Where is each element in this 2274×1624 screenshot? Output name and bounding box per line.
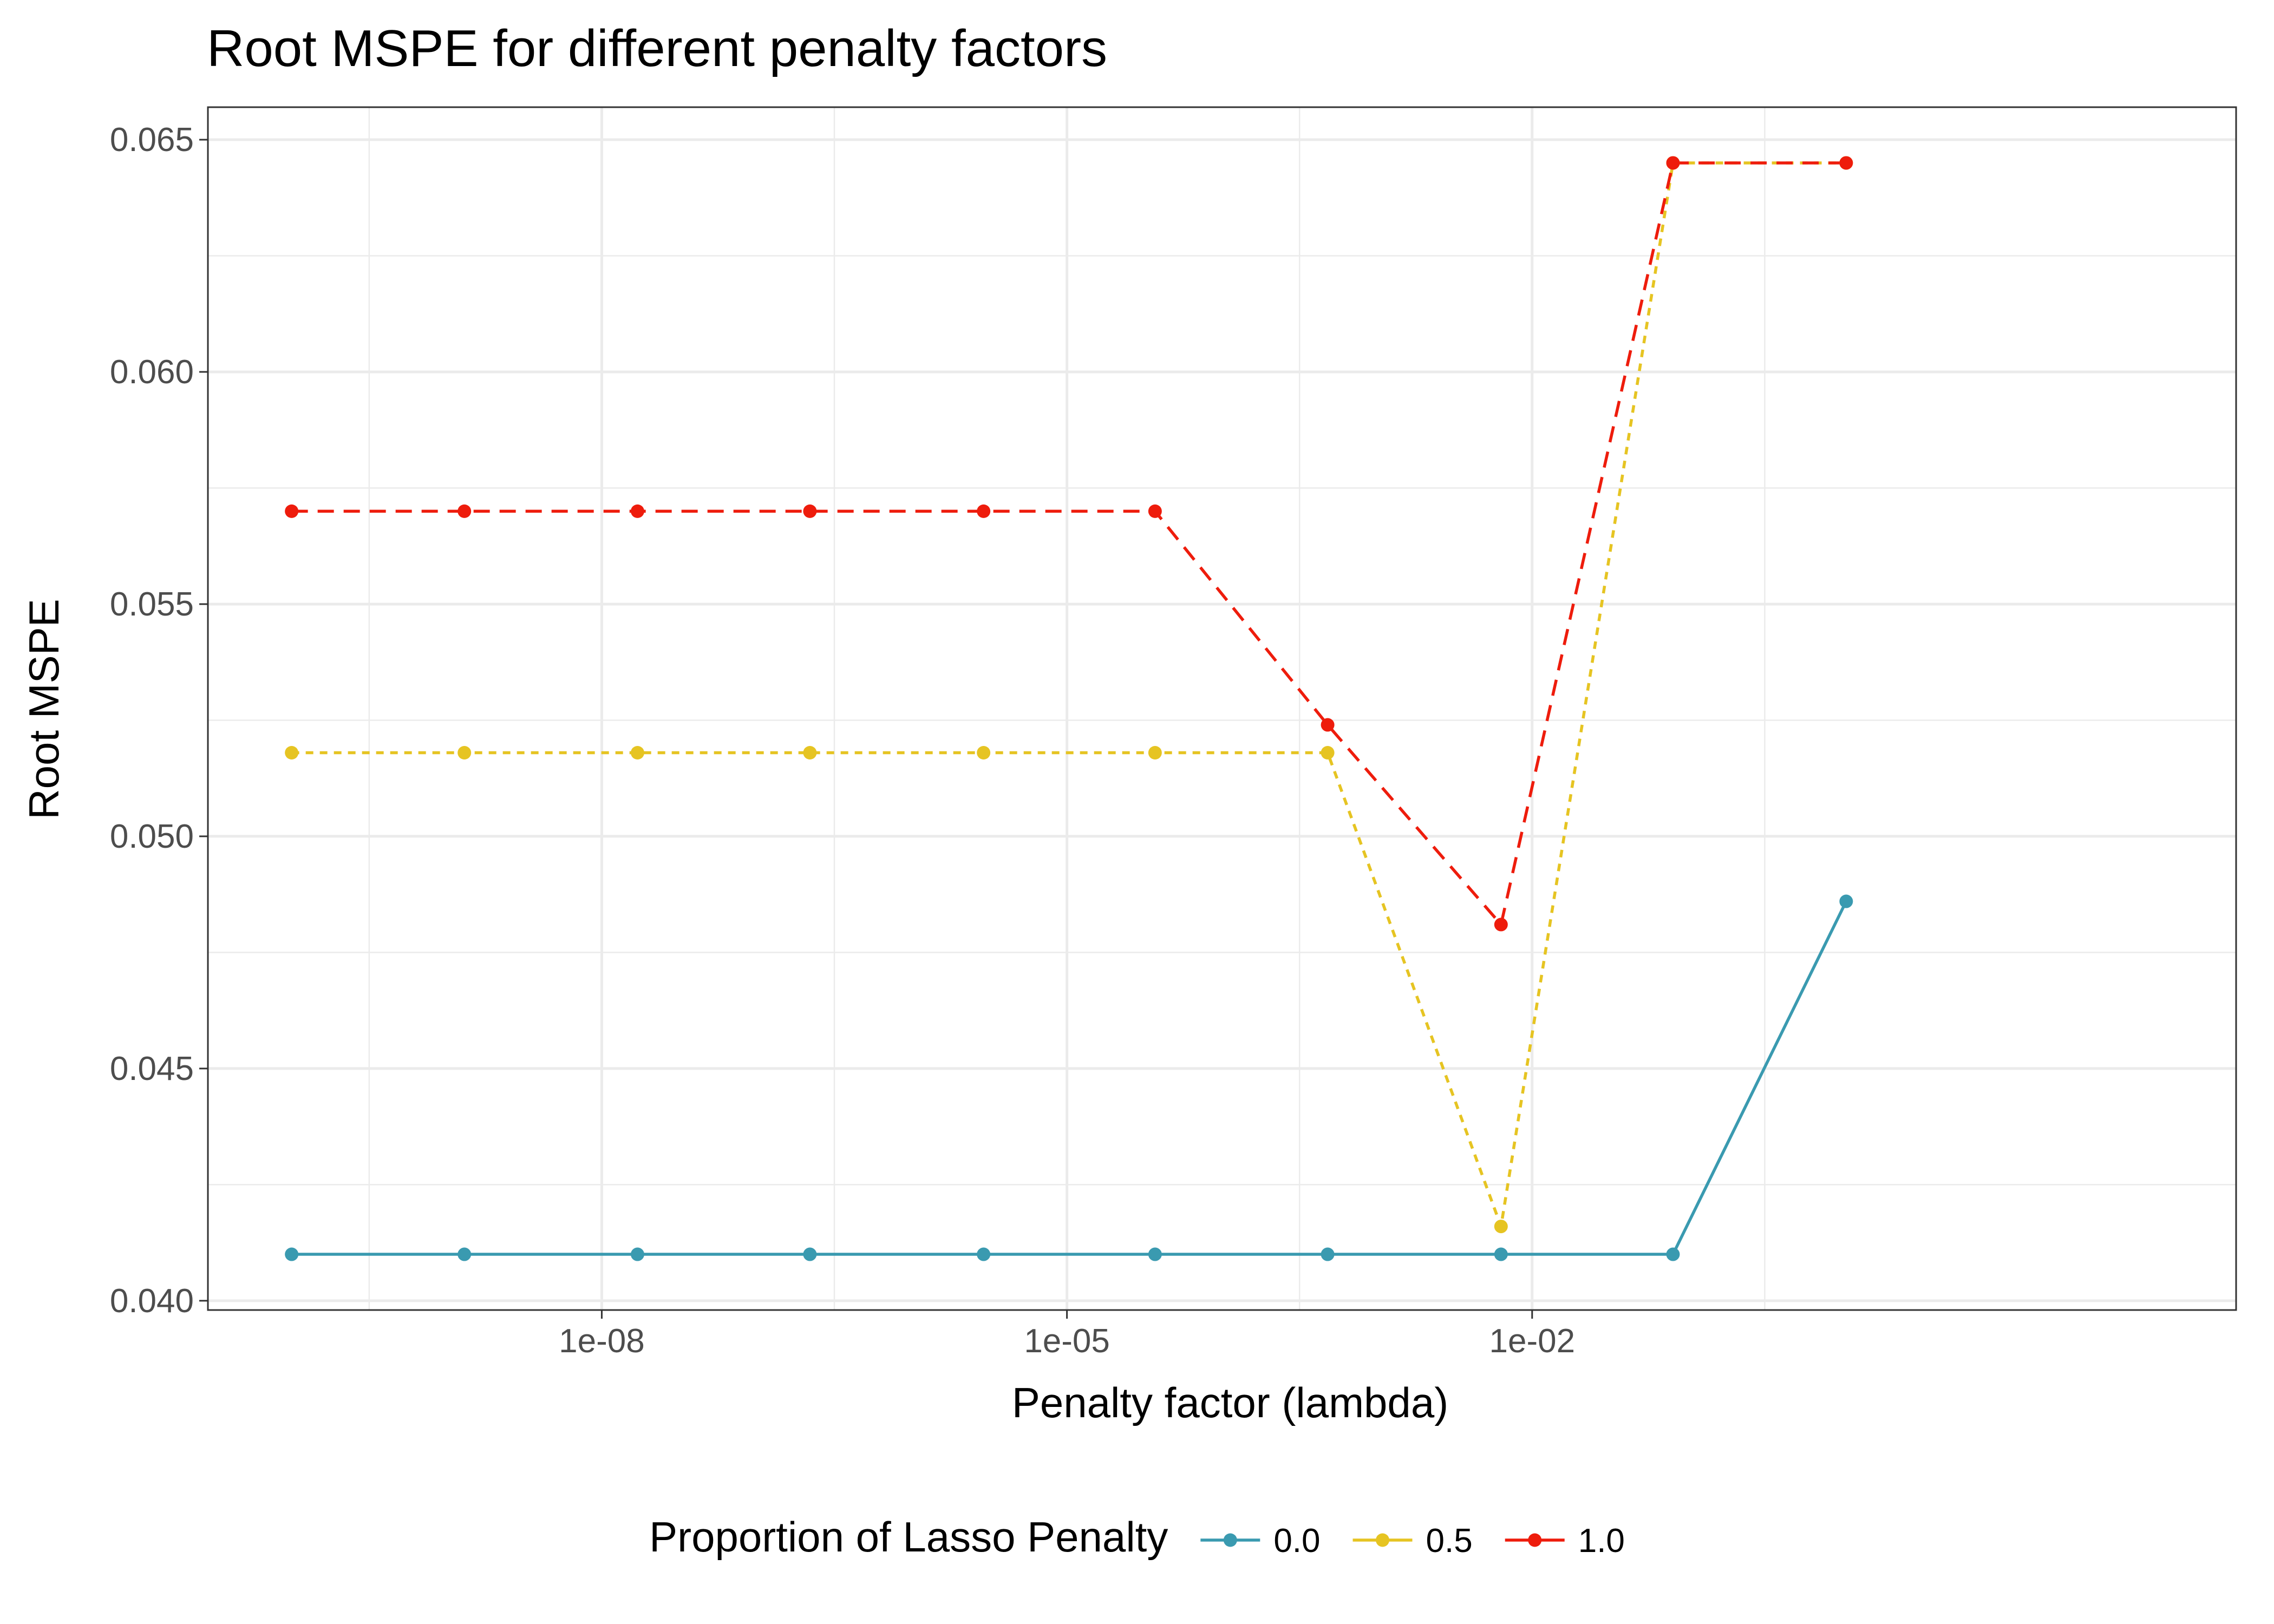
data-point-0-5 (977, 746, 991, 760)
legend-label: 1.0 (1578, 1522, 1625, 1560)
data-point-0-5 (1321, 746, 1335, 760)
data-point-0-0 (1666, 1247, 1680, 1261)
data-point-0-0 (1839, 894, 1853, 908)
x-axis: 1e-08 1e-05 1e-02 (559, 1310, 1575, 1360)
data-point-1-0 (285, 504, 299, 518)
y-tick-label: 0.065 (110, 121, 194, 159)
data-point-1-0 (630, 504, 644, 518)
y-axis: 0.040 0.045 0.050 0.055 0.060 0.065 (110, 121, 208, 1320)
data-point-0-5 (630, 746, 644, 760)
x-tick-label: 1e-02 (1489, 1322, 1575, 1360)
data-point-1-0 (977, 504, 991, 518)
data-point-0-0 (630, 1247, 644, 1261)
grid-minor (208, 107, 2236, 1310)
legend-item-1-0: 1.0 (1505, 1522, 1625, 1560)
series-line-0-5 (291, 161, 1846, 1228)
data-point-1-0 (1321, 718, 1335, 732)
plot-panel (207, 106, 2237, 1311)
chart-title: Root MSPE for different penalty factors (207, 19, 1107, 77)
series-lines (291, 161, 1848, 1256)
data-point-0-0 (1148, 1247, 1162, 1261)
legend-label: 0.0 (1273, 1522, 1320, 1560)
y-tick-label: 0.045 (110, 1050, 194, 1088)
data-point-0-0 (803, 1247, 817, 1261)
grid-major (208, 107, 2236, 1310)
legend-key-point (1528, 1533, 1542, 1547)
series-line-0-0 (291, 900, 1848, 1256)
x-axis-title: Penalty factor (lambda) (1012, 1379, 1448, 1426)
x-tick-label: 1e-08 (559, 1322, 645, 1360)
panel-border (207, 106, 2237, 1311)
legend-title: Proportion of Lasso Penalty (649, 1513, 1168, 1561)
legend-key-point (1376, 1533, 1390, 1547)
data-point-0-5 (803, 746, 817, 760)
y-tick-label: 0.040 (110, 1282, 194, 1320)
data-point-1-0 (458, 504, 472, 518)
data-point-0-0 (458, 1247, 472, 1261)
y-axis-title: Root MSPE (20, 599, 68, 819)
data-point-0-0 (1321, 1247, 1335, 1261)
legend: Proportion of Lasso Penalty 0.0 0.5 1.0 (649, 1513, 1625, 1561)
y-tick-label: 0.050 (110, 818, 194, 855)
data-point-1-0 (1494, 918, 1508, 932)
legend-items: 0.0 0.5 1.0 (1200, 1522, 1625, 1560)
data-point-0-0 (1494, 1247, 1508, 1261)
data-point-0-0 (977, 1247, 991, 1261)
data-point-1-0 (803, 504, 817, 518)
data-point-0-5 (285, 746, 299, 760)
legend-key-point (1223, 1533, 1237, 1547)
data-point-0-5 (458, 746, 472, 760)
data-point-1-0 (1666, 156, 1680, 170)
legend-item-0-0: 0.0 (1200, 1522, 1321, 1560)
data-point-1-0 (1148, 504, 1162, 518)
y-tick-label: 0.055 (110, 586, 194, 623)
data-point-1-0 (1839, 156, 1853, 170)
x-tick-label: 1e-05 (1024, 1322, 1110, 1360)
legend-item-0-5: 0.5 (1352, 1522, 1473, 1560)
legend-label: 0.5 (1426, 1522, 1473, 1560)
y-tick-label: 0.060 (110, 353, 194, 391)
data-point-0-0 (285, 1247, 299, 1261)
series-points (285, 156, 1853, 1261)
data-point-0-5 (1148, 746, 1162, 760)
data-point-0-5 (1494, 1220, 1508, 1234)
